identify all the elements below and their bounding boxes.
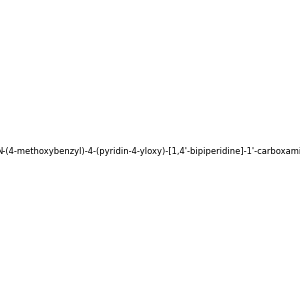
Text: N-(4-methoxybenzyl)-4-(pyridin-4-yloxy)-[1,4'-bipiperidine]-1'-carboxamide: N-(4-methoxybenzyl)-4-(pyridin-4-yloxy)-… bbox=[0, 147, 300, 156]
